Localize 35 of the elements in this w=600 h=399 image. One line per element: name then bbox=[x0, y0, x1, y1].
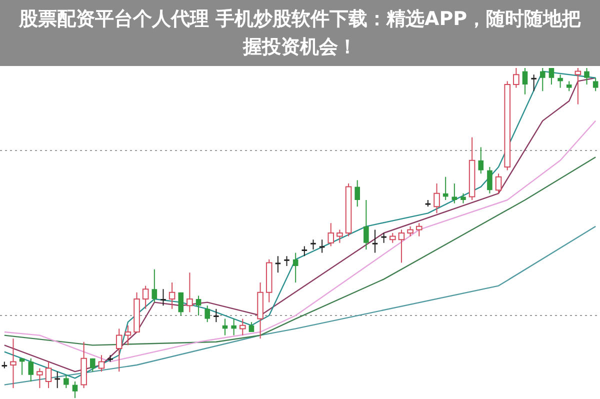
candlestick bbox=[275, 256, 281, 274]
candlestick bbox=[592, 77, 598, 92]
candlestick bbox=[566, 80, 572, 92]
candlestick bbox=[204, 305, 210, 323]
candlestick bbox=[487, 166, 492, 194]
candlestick bbox=[310, 239, 316, 250]
candlestick bbox=[72, 381, 78, 398]
candlestick bbox=[372, 229, 378, 254]
candlestick bbox=[54, 371, 60, 389]
candlestick bbox=[478, 146, 484, 174]
candlestick bbox=[540, 68, 546, 92]
candlestick bbox=[381, 232, 386, 244]
candlestick bbox=[292, 252, 298, 283]
chart-title: 股票配资平台个人代理 手机炒股软件下载：精选APP，随时随地把握投资机会！ bbox=[18, 7, 582, 60]
candlestick bbox=[214, 308, 219, 323]
candlestick bbox=[178, 292, 184, 316]
candlestick bbox=[160, 288, 166, 306]
candlestick bbox=[196, 295, 202, 316]
candlestick bbox=[548, 68, 554, 85]
candlestick bbox=[319, 239, 325, 254]
candlestick bbox=[90, 358, 96, 372]
candlestick bbox=[64, 374, 69, 389]
candlestick bbox=[284, 256, 290, 266]
candlestick bbox=[584, 68, 590, 85]
candlestick bbox=[364, 200, 369, 250]
candlestick bbox=[28, 358, 34, 382]
candlestick bbox=[531, 74, 536, 92]
candlestick bbox=[152, 268, 158, 303]
candlestick bbox=[452, 183, 458, 204]
candlestick bbox=[354, 180, 360, 208]
candlestick bbox=[558, 74, 563, 88]
candlestick bbox=[460, 192, 466, 204]
candlestick bbox=[231, 318, 236, 336]
candlestick bbox=[302, 246, 308, 257]
candlestick bbox=[522, 68, 528, 95]
